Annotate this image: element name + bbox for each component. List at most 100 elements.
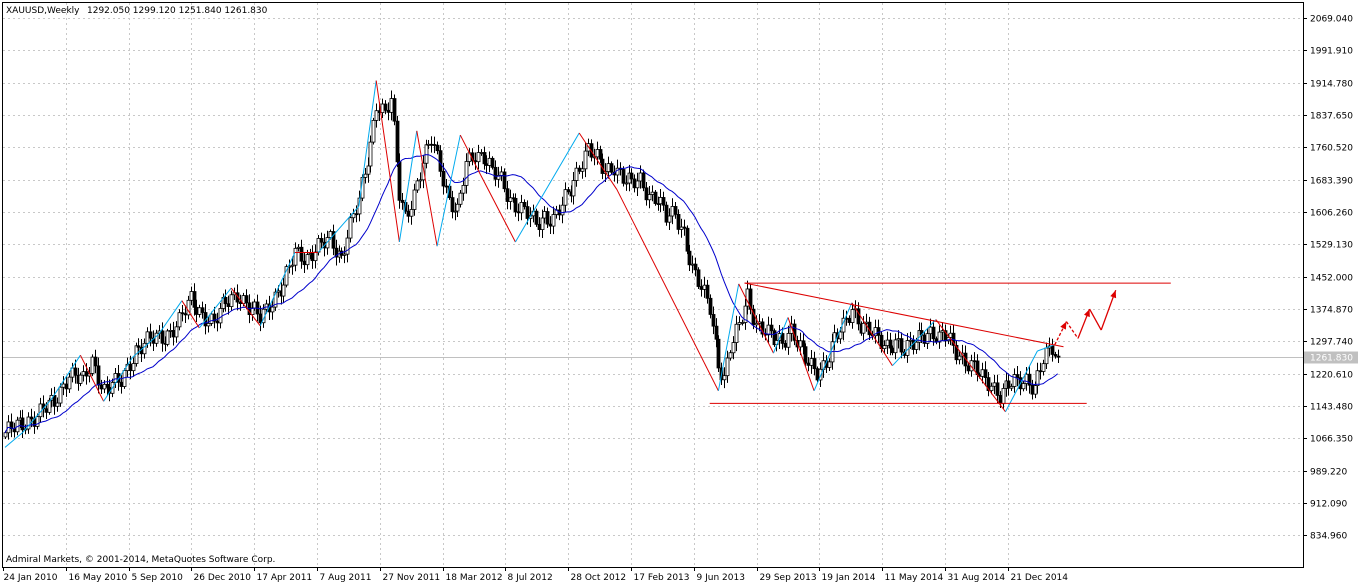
- candle-body: [983, 369, 988, 378]
- time-axis[interactable]: 24 Jan 2010 16 May 2010 5 Sep 2010 26 Dec 2…: [3, 567, 1069, 583]
- candle-body: [461, 185, 466, 194]
- candle-body: [499, 171, 504, 176]
- candle-body: [940, 330, 945, 333]
- candle-body: [647, 194, 652, 201]
- candle-body: [696, 269, 701, 287]
- candle-body: [783, 342, 788, 348]
- candle-body: [693, 263, 698, 271]
- candle-body: [670, 206, 675, 217]
- candle-body: [754, 322, 759, 326]
- candle-body: [490, 157, 495, 168]
- candle-body: [363, 173, 368, 178]
- candle-body: [310, 253, 315, 262]
- candle-body: [160, 330, 165, 344]
- candle-body: [1015, 374, 1020, 379]
- candle-body: [418, 179, 423, 182]
- zigzag-up-segment: [259, 252, 296, 327]
- candle-body: [653, 191, 658, 204]
- candle-body: [714, 325, 719, 340]
- zigzag-down-segment: [181, 300, 200, 329]
- candle-body: [687, 250, 692, 266]
- candle-body: [84, 371, 89, 377]
- candle-body: [508, 197, 513, 202]
- zigzag-up-segment: [813, 302, 853, 392]
- candle-body: [664, 204, 669, 223]
- candle-body: [969, 360, 974, 372]
- candle-body: [705, 284, 710, 299]
- candle-body: [9, 421, 14, 429]
- candle-body: [505, 188, 510, 202]
- candle-body: [148, 331, 153, 339]
- candle-body: [560, 204, 565, 216]
- zigzag-down-segment: [578, 132, 618, 190]
- candle-body: [90, 356, 95, 374]
- trend-lines: [709, 282, 1171, 404]
- y-tick-label: 1220.610: [1310, 371, 1353, 381]
- x-tick-label: 28 Oct 2012: [571, 573, 627, 583]
- y-tick-label: 912.090: [1310, 500, 1347, 510]
- candle-body: [426, 143, 431, 146]
- candle-body: [876, 327, 881, 336]
- candle-body: [635, 180, 640, 189]
- zigzag-up-segment: [436, 134, 461, 247]
- candle-body: [371, 119, 376, 143]
- candle-body: [73, 367, 78, 376]
- candle-body: [29, 416, 34, 420]
- candle-body: [661, 197, 666, 206]
- candle-body: [395, 120, 400, 163]
- zigzag-down-segment: [79, 354, 105, 402]
- candle-body: [284, 266, 289, 286]
- candle-body: [44, 408, 49, 413]
- price-axis[interactable]: 2069.040 1991.910 1914.780 1837.650 1760.520…: [1303, 15, 1358, 542]
- candle-body: [131, 363, 136, 372]
- candle-body: [583, 150, 588, 170]
- candle-body: [348, 217, 353, 239]
- candle-body: [105, 383, 110, 388]
- candle-body: [99, 384, 104, 390]
- zigzag-up-segment: [892, 319, 937, 367]
- candle-body: [798, 340, 803, 348]
- candle-body: [1033, 385, 1038, 395]
- candle-body: [986, 377, 991, 391]
- candle-body: [957, 355, 962, 361]
- zigzag-down-segment: [935, 319, 1006, 413]
- candle-body: [621, 169, 626, 184]
- candle-body: [644, 187, 649, 201]
- candle-body: [632, 178, 637, 189]
- zigzag-up-segment: [50, 354, 81, 400]
- candle-body: [479, 152, 484, 154]
- candle-body: [598, 149, 603, 160]
- candle-body: [192, 291, 197, 308]
- candle-body: [252, 301, 257, 309]
- candle-body: [641, 172, 646, 189]
- candle-body: [525, 206, 530, 219]
- y-tick-label: 1143.480: [1310, 403, 1353, 413]
- candle-body: [998, 395, 1003, 405]
- candle-body: [383, 103, 388, 111]
- candle-body: [667, 215, 672, 223]
- candle-body: [194, 306, 199, 315]
- candle-body: [850, 309, 855, 323]
- candle-body: [281, 284, 286, 297]
- candle-body: [908, 339, 913, 342]
- candle-body: [595, 149, 600, 158]
- candle-body: [885, 339, 890, 346]
- candle-body: [145, 331, 150, 344]
- candle-body: [496, 175, 501, 180]
- candle-body: [435, 144, 440, 152]
- candle-body: [119, 381, 124, 387]
- candle-body: [168, 330, 173, 332]
- candle-body: [685, 227, 690, 252]
- candle-body: [682, 226, 687, 229]
- candle-body: [722, 375, 727, 381]
- candle-body: [482, 152, 487, 165]
- descending-trendline: [744, 282, 1064, 348]
- candle-body: [438, 150, 443, 172]
- candle-body: [888, 339, 893, 349]
- candle-body: [728, 352, 733, 359]
- candle-body: [899, 338, 904, 353]
- candle-body: [203, 312, 208, 327]
- x-tick-label: 8 Jul 2012: [508, 573, 553, 583]
- zigzag-down-segment: [230, 287, 261, 327]
